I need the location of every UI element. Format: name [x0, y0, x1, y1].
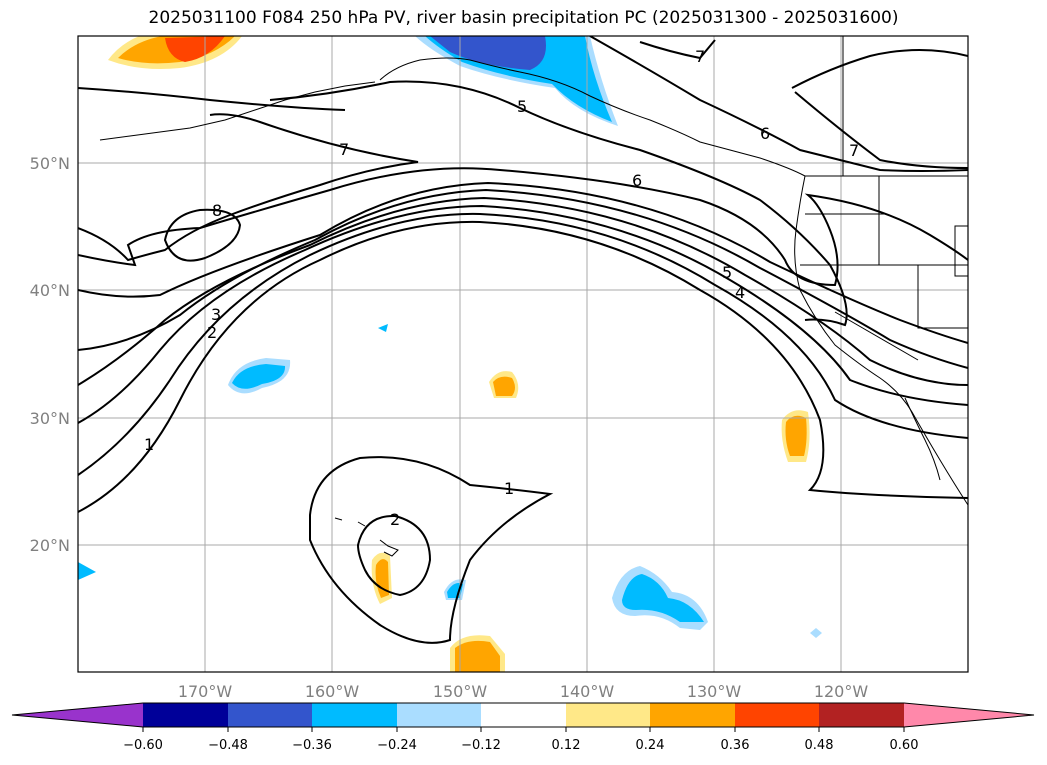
- contour-line: [269, 80, 848, 327]
- contour-label-5: 5: [517, 97, 527, 116]
- contour-line: [78, 113, 419, 262]
- state-border: [954, 225, 968, 277]
- aleutian-islands: [99, 81, 376, 141]
- contour-line: [163, 208, 242, 262]
- colorbar: −0.60 −0.48 −0.36 −0.24 −0.12 0.12 0.24 …: [11, 702, 1035, 753]
- contour-line: [78, 188, 968, 369]
- lat-label-50n: 50°N: [30, 154, 70, 173]
- contour-label-7: 7: [695, 47, 705, 66]
- contour-line: [78, 87, 346, 111]
- positive-anomaly-region: [785, 415, 807, 456]
- contour-label-4: 4: [735, 283, 745, 302]
- negative-anomaly-region: [810, 628, 822, 638]
- colorbar-segment: [397, 703, 481, 727]
- colorbar-tick-label: −0.12: [461, 738, 501, 753]
- negative-anomaly-region: [378, 324, 388, 332]
- colorbar-tick-label: −0.36: [292, 738, 332, 753]
- colorbar-segment: [650, 703, 735, 727]
- contour-label-2: 2: [207, 323, 217, 342]
- contour-line: [78, 181, 968, 344]
- state-border: [834, 311, 919, 361]
- positive-anomaly-region: [493, 376, 515, 396]
- colorbar-segment: [819, 703, 904, 727]
- baja-peninsula: [904, 397, 941, 481]
- contour-label-5: 5: [722, 263, 732, 282]
- colorbar-tick-label: 0.12: [552, 738, 581, 753]
- lon-label-160w: 160°W: [305, 682, 360, 701]
- contour-line: [78, 196, 968, 386]
- state-border: [917, 265, 968, 329]
- graticule: [78, 36, 968, 672]
- contour-line: [794, 91, 968, 169]
- contour-line: [309, 456, 554, 644]
- contour-label-6: 6: [632, 171, 642, 190]
- contour-label-8: 8: [212, 201, 222, 220]
- colorbar-tick-label: −0.60: [123, 738, 163, 753]
- colorbar-tick-label: 0.48: [805, 738, 834, 753]
- lon-label-130w: 130°W: [687, 682, 742, 701]
- latitude-labels: 50°N 40°N 30°N 20°N: [30, 154, 70, 555]
- positive-anomaly-region: [165, 36, 225, 62]
- contour-label-1: 1: [504, 479, 514, 498]
- contour-line: [78, 204, 968, 424]
- lon-label-140w: 140°W: [560, 682, 615, 701]
- contour-line: [78, 220, 968, 513]
- contour-line: [589, 36, 968, 172]
- shaded-regions: [78, 36, 822, 672]
- contour-label-7: 7: [339, 140, 349, 159]
- negative-anomaly-region: [447, 583, 463, 598]
- contour-label-6: 6: [760, 124, 770, 143]
- negative-anomaly-region: [430, 36, 546, 70]
- lat-label-40n: 40°N: [30, 281, 70, 300]
- coastlines: [99, 36, 968, 557]
- colorbar-segment: [312, 703, 397, 727]
- colorbar-ticks: [142, 727, 905, 732]
- north-america-coastline: [794, 175, 968, 506]
- colorbar-segment: [143, 703, 228, 727]
- map-title: 2025031100 F084 250 hPa PV, river basin …: [148, 8, 899, 28]
- lat-label-30n: 30°N: [30, 409, 70, 428]
- colorbar-tick-label: −0.24: [377, 738, 417, 753]
- colorbar-segment: [735, 703, 819, 727]
- negative-anomaly-region: [232, 364, 286, 389]
- colorbar-tick-label: 0.60: [890, 738, 919, 753]
- lon-label-150w: 150°W: [433, 682, 488, 701]
- contour-line: [791, 49, 968, 89]
- colorbar-tick-label: −0.48: [208, 738, 248, 753]
- pv-contours: [78, 36, 968, 644]
- colorbar-segment: [228, 703, 312, 727]
- contour-label-2: 2: [390, 510, 400, 529]
- longitude-labels: 170°W 160°W 150°W 140°W 130°W 120°W: [178, 682, 869, 701]
- hawaii-islands: [334, 517, 399, 557]
- contour-label-3: 3: [211, 305, 221, 324]
- lon-label-120w: 120°W: [814, 682, 869, 701]
- map-frame: [77, 35, 969, 673]
- colorbar-segment: [566, 703, 650, 727]
- colorbar-tick-label: 0.24: [636, 738, 665, 753]
- alaska-coastline: [379, 57, 806, 177]
- negative-anomaly-region: [78, 562, 96, 580]
- contour-label-7: 7: [849, 141, 859, 160]
- colorbar-segment: [481, 703, 566, 727]
- colorbar-tick-label: 0.36: [721, 738, 750, 753]
- colorbar-extend-min: [12, 703, 143, 727]
- colorbar-extend-max: [904, 703, 1034, 727]
- contour-line: [78, 212, 968, 476]
- contour-labels: 1 1 2 2 3 4 5 5 6 6 7 7 7 8: [144, 47, 859, 529]
- map-plot-area: 1 1 2 2 3 4 5 5 6 6 7 7 7 8: [78, 36, 968, 672]
- positive-anomaly-region: [455, 640, 500, 672]
- lat-label-20n: 20°N: [30, 536, 70, 555]
- contour-label-1: 1: [144, 435, 154, 454]
- positive-anomaly-region: [375, 559, 389, 598]
- contour-line: [639, 39, 716, 60]
- negative-anomaly-region: [622, 574, 704, 622]
- contour-line: [356, 514, 432, 597]
- lon-label-170w: 170°W: [178, 682, 233, 701]
